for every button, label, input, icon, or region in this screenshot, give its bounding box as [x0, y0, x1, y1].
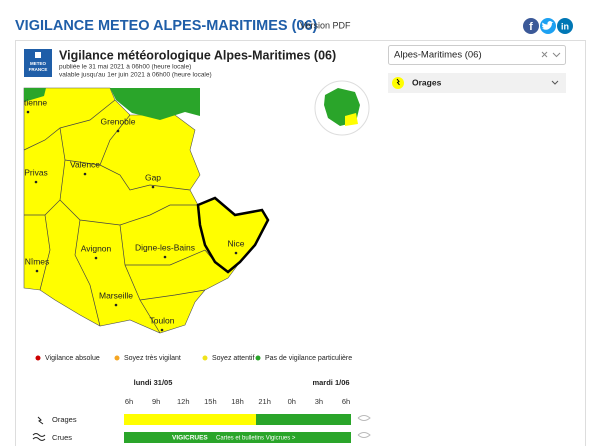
city-label: Toulon — [149, 315, 174, 325]
city-label: Grenoble — [101, 116, 136, 126]
hour-label: 6h — [342, 397, 350, 406]
linkedin-label: in — [561, 21, 569, 31]
row-label: Orages — [52, 415, 77, 424]
hour-label: 15h — [204, 397, 217, 406]
legend-dot — [202, 355, 208, 361]
legend-label: Soyez attentif — [212, 355, 254, 362]
legend-dot — [35, 355, 41, 361]
hour-label: 9h — [152, 397, 160, 406]
city-dot — [26, 110, 30, 114]
city-dot — [114, 303, 118, 307]
city-dot — [116, 129, 120, 133]
city-dot — [163, 255, 167, 259]
social-icons: f in — [523, 18, 573, 34]
select-value: Alpes-Maritimes (06) — [394, 50, 482, 61]
minimap-vigilance — [345, 113, 358, 126]
vigicrues-badge: VIGICRUES — [172, 435, 208, 442]
city-label: Privas — [24, 167, 48, 177]
row-label: Crues — [52, 433, 72, 442]
city-dot — [160, 328, 164, 332]
hour-label: 18h — [231, 397, 244, 406]
select-controls[interactable] — [541, 51, 561, 58]
map-green — [110, 88, 200, 120]
city-label: tienne — [24, 97, 47, 107]
city-dot — [83, 172, 87, 176]
timeline-green — [256, 414, 351, 425]
city-labels: tienne Grenoble Valence Privas Gap Avignon Dig… — [24, 97, 245, 332]
map-green — [24, 88, 46, 102]
hour-label: 12h — [177, 397, 190, 406]
city-dot — [94, 256, 98, 260]
hazard-glyph — [396, 78, 400, 86]
legend-dot — [255, 355, 261, 361]
hour-label: 6h — [125, 397, 133, 406]
city-label: Nîmes — [25, 256, 50, 266]
hazard-row[interactable] — [388, 73, 566, 93]
city-label: Valence — [70, 159, 100, 169]
linkedin-icon[interactable] — [557, 18, 573, 34]
bulletin-title: Vigilance météorologique Alpes-Maritimes… — [59, 48, 336, 62]
expand-icon[interactable] — [551, 80, 559, 85]
facebook-label: f — [529, 21, 533, 33]
timeline-yellow — [124, 414, 256, 425]
day-label: mardi 1/06 — [312, 378, 349, 387]
city-label: Avignon — [81, 243, 112, 253]
city-dot — [35, 269, 39, 273]
legend-label: Pas de vigilance particulière — [265, 355, 352, 362]
city-label: Marseille — [99, 290, 133, 300]
pdf-link[interactable]: Version PDF — [300, 20, 351, 30]
hide-icons[interactable] — [357, 415, 371, 438]
row-icons — [32, 416, 46, 441]
legend-label: Soyez très vigilant — [124, 355, 181, 362]
map: tienne Grenoble Valence Privas Gap Avignon Dig… — [23, 80, 370, 334]
legend: Vigilance absolue Soyez très vigilant Soye… — [35, 355, 352, 362]
city-dot — [151, 185, 155, 189]
timeline: lundi 31/05 mardi 1/06 6h 9h 12h 15h 18h 21h 0h 3… — [32, 378, 371, 443]
published: publiée le 31 mai 2021 à 06h00 (heure lo… — [59, 64, 191, 71]
hour-label: 21h — [258, 397, 271, 406]
selected-department[interactable] — [196, 196, 270, 274]
crues-bar[interactable] — [124, 432, 351, 443]
logo-text: FRANCE — [29, 67, 48, 72]
hour-label: 3h — [315, 397, 323, 406]
vigicrues-link[interactable]: Cartes et bulletins Vigicrues > — [216, 436, 296, 442]
city-label: Digne-les-Bains — [135, 242, 195, 252]
twitter-bird — [542, 21, 554, 30]
city-dot — [234, 251, 238, 255]
select-box[interactable] — [388, 45, 566, 65]
legend-dot — [114, 355, 120, 361]
facebook-icon[interactable] — [523, 18, 539, 34]
city-label: Gap — [145, 172, 161, 182]
legend-label: Vigilance absolue — [45, 355, 100, 362]
logo-mark — [35, 52, 41, 58]
department-borders — [23, 99, 216, 334]
hazard-label: Orages — [412, 77, 442, 87]
valid: valable jusqu'au 1er juin 2021 à 06h00 (… — [59, 72, 212, 79]
page-title: VIGILANCE METEO ALPES-MARITIMES (06) — [15, 18, 318, 34]
logo-text: METEO — [30, 61, 47, 66]
city-label: Nice — [227, 238, 244, 248]
hour-label: 0h — [288, 397, 296, 406]
city-dot — [34, 180, 38, 184]
day-label: lundi 31/05 — [134, 378, 173, 387]
